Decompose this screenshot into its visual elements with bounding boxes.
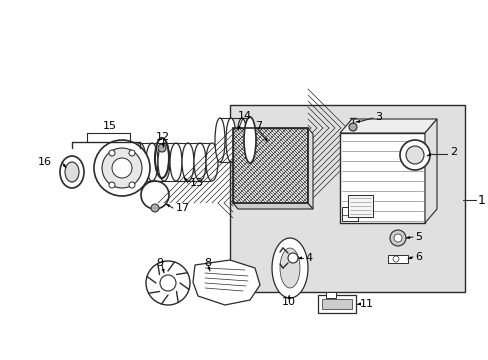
Ellipse shape <box>65 162 79 182</box>
Text: 6: 6 <box>414 252 421 262</box>
Bar <box>232 128 307 203</box>
Ellipse shape <box>194 143 205 181</box>
Text: 16: 16 <box>38 157 52 167</box>
Text: 4: 4 <box>305 253 311 263</box>
Polygon shape <box>426 153 430 156</box>
Text: 7: 7 <box>254 121 262 131</box>
Polygon shape <box>238 126 241 130</box>
Circle shape <box>94 140 150 196</box>
Polygon shape <box>297 256 302 260</box>
Polygon shape <box>287 295 290 299</box>
Bar <box>347 195 372 217</box>
Ellipse shape <box>158 143 170 181</box>
Circle shape <box>109 182 115 188</box>
Ellipse shape <box>237 118 246 162</box>
Polygon shape <box>424 119 436 223</box>
Ellipse shape <box>146 143 158 181</box>
Circle shape <box>287 253 297 263</box>
Bar <box>321 299 351 309</box>
Text: 1: 1 <box>477 194 485 207</box>
Text: 3: 3 <box>374 112 381 122</box>
Polygon shape <box>407 256 411 259</box>
Polygon shape <box>271 238 307 298</box>
Bar <box>229 105 464 292</box>
Bar <box>232 128 307 203</box>
Circle shape <box>109 150 115 156</box>
Polygon shape <box>183 177 187 181</box>
Ellipse shape <box>215 118 224 162</box>
Circle shape <box>112 158 132 178</box>
Ellipse shape <box>399 140 429 170</box>
Text: 15: 15 <box>103 121 117 131</box>
Polygon shape <box>405 236 409 239</box>
Polygon shape <box>264 138 267 142</box>
Polygon shape <box>193 260 260 305</box>
Circle shape <box>160 275 176 291</box>
Circle shape <box>158 144 165 152</box>
Circle shape <box>348 123 356 131</box>
Text: 11: 11 <box>359 299 373 309</box>
Ellipse shape <box>182 143 194 181</box>
Ellipse shape <box>60 156 84 188</box>
Text: 9: 9 <box>156 258 163 268</box>
Text: 17: 17 <box>176 203 190 213</box>
Polygon shape <box>356 302 360 306</box>
Circle shape <box>129 182 135 188</box>
Polygon shape <box>339 119 436 133</box>
Bar <box>339 133 424 223</box>
Polygon shape <box>62 164 66 168</box>
Circle shape <box>151 204 159 212</box>
Circle shape <box>129 150 135 156</box>
Ellipse shape <box>205 143 218 181</box>
Ellipse shape <box>244 117 256 163</box>
Text: 12: 12 <box>156 132 170 142</box>
Polygon shape <box>307 128 312 209</box>
Ellipse shape <box>170 143 182 181</box>
Text: 2: 2 <box>449 147 456 157</box>
Ellipse shape <box>225 118 236 162</box>
Text: 14: 14 <box>238 111 251 121</box>
Bar <box>387 255 407 263</box>
Polygon shape <box>165 204 170 207</box>
Text: 13: 13 <box>190 178 203 188</box>
Bar <box>325 292 335 298</box>
Polygon shape <box>280 248 299 288</box>
Polygon shape <box>161 143 164 147</box>
Bar <box>317 295 355 313</box>
Ellipse shape <box>134 143 146 181</box>
Polygon shape <box>232 203 312 209</box>
Polygon shape <box>161 269 164 273</box>
Bar <box>108 148 136 190</box>
Polygon shape <box>207 267 210 271</box>
Ellipse shape <box>389 230 405 246</box>
Polygon shape <box>355 120 360 123</box>
Ellipse shape <box>405 146 423 164</box>
Text: 5: 5 <box>414 232 421 242</box>
Text: 8: 8 <box>204 258 211 268</box>
Circle shape <box>102 148 142 188</box>
Ellipse shape <box>393 234 401 242</box>
Text: 10: 10 <box>282 297 295 307</box>
Bar <box>341 207 357 221</box>
Circle shape <box>392 256 398 262</box>
